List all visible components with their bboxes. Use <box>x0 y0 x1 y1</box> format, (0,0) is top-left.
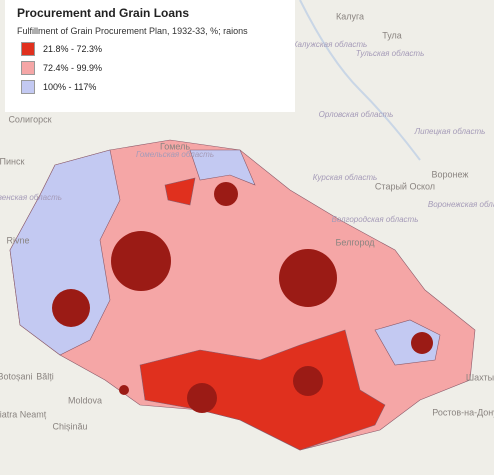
place-label: Piatra Neamț <box>0 409 47 419</box>
place-label: Воронеж <box>432 169 469 179</box>
place-label: Старый Оскол <box>375 181 435 191</box>
place-label: Ростов-на-Дону <box>432 407 494 417</box>
legend-label: 100% - 117% <box>43 82 97 92</box>
place-label: Botoșani <box>0 371 33 381</box>
place-label: Орловская область <box>319 110 394 119</box>
place-label: Белгородская область <box>332 215 419 224</box>
region-area-high <box>9 149 121 356</box>
loan-circle <box>411 332 433 354</box>
legend-item: 72.4% - 99.9% <box>21 61 283 75</box>
legend-items: 21.8% - 72.3% 72.4% - 99.9% 100% - 117% <box>17 42 283 94</box>
place-label: Гомельская область <box>136 150 214 159</box>
loan-circle <box>52 289 90 327</box>
place-label: Солигорск <box>8 114 51 124</box>
loan-circle <box>279 249 337 307</box>
legend-swatch <box>21 61 35 75</box>
place-label: Калуга <box>336 11 364 21</box>
legend-item: 21.8% - 72.3% <box>21 42 283 56</box>
place-label: Ровенская область <box>0 193 62 202</box>
place-label: Белгород <box>335 237 375 247</box>
place-label: Пинск <box>0 156 25 166</box>
place-label: Калужская область <box>293 40 367 49</box>
loan-circle <box>111 231 171 291</box>
region-area-low <box>164 177 196 206</box>
place-label: Rivne <box>6 235 29 245</box>
legend: Procurement and Grain Loans Fulfillment … <box>5 0 295 112</box>
place-label: Тула <box>382 30 402 40</box>
place-label: Тульская область <box>356 49 425 58</box>
legend-swatch <box>21 42 35 56</box>
place-label: Липецкая область <box>414 127 486 136</box>
loan-circles <box>52 182 433 413</box>
place-label: Воронежская область <box>428 200 494 209</box>
legend-swatch <box>21 80 35 94</box>
place-label: Moldova <box>68 395 102 405</box>
loan-circle <box>187 383 217 413</box>
place-label: Гомель <box>160 141 190 151</box>
place-label: Bălți <box>36 371 54 381</box>
loan-circle <box>119 385 129 395</box>
place-label: Шахты <box>466 372 494 382</box>
legend-label: 72.4% - 99.9% <box>43 63 103 73</box>
place-label: Chișinău <box>52 421 87 431</box>
legend-title: Procurement and Grain Loans <box>17 6 190 20</box>
legend-item: 100% - 117% <box>21 80 283 94</box>
place-label: Курская область <box>313 173 377 182</box>
loan-circle <box>293 366 323 396</box>
legend-label: 21.8% - 72.3% <box>43 44 103 54</box>
legend-subtitle: Fulfillment of Grain Procurement Plan, 1… <box>17 26 248 36</box>
loan-circle <box>214 182 238 206</box>
region-area-high <box>189 149 256 186</box>
river <box>299 0 421 161</box>
